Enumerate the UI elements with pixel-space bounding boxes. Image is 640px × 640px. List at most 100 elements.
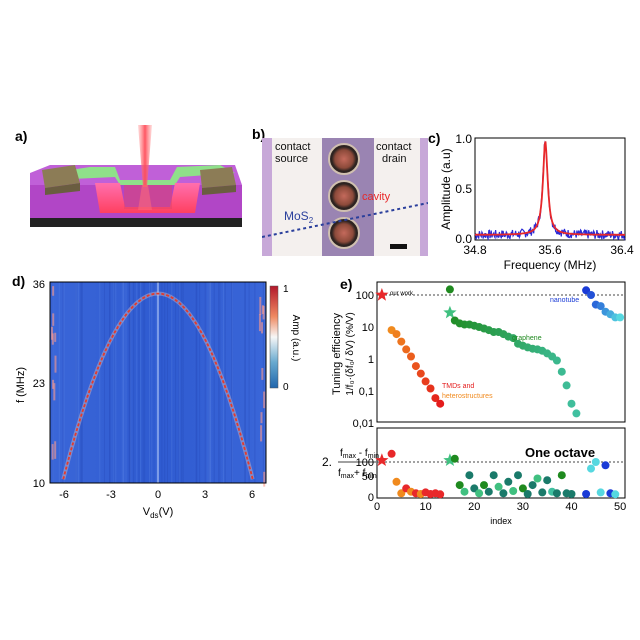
chart-e-xtick-4: 40 — [565, 501, 577, 513]
octave-point — [392, 477, 401, 486]
chart-d-ytick-1: 23 — [33, 378, 45, 390]
edge-artifact — [51, 444, 54, 460]
laser-beam — [138, 125, 152, 187]
edge-artifact — [53, 383, 56, 401]
chart-c-xtick-0: 34.8 — [463, 243, 487, 257]
noise-stripe — [210, 282, 212, 483]
scatter-point — [392, 330, 401, 339]
source-contact — [42, 165, 80, 188]
chart-e-top-ylabel-line2: 1/f₀·(δf₀/ δV) (%/V) — [345, 312, 356, 395]
chart-e-top-ytick-1: 10 — [362, 322, 374, 334]
one-octave-label: One octave — [525, 445, 595, 460]
scatter-point — [397, 337, 406, 346]
contact-source-line2: source — [275, 153, 308, 165]
chart-c-ylabel: Amplitude (a.u) — [440, 148, 453, 229]
noise-stripe — [231, 282, 233, 483]
chart-d-xtick-1: -3 — [106, 489, 116, 501]
noise-stripe — [63, 282, 65, 483]
panel-label-e: e) — [340, 276, 353, 292]
scatter-point — [407, 352, 415, 361]
octave-point — [596, 488, 605, 497]
octave-point — [518, 484, 527, 493]
noise-stripe — [75, 282, 77, 483]
chart-e-bottom-ylabel: 2. fmax - fmin fmax+ fmin — [322, 448, 379, 480]
scatter-point — [402, 345, 411, 354]
noise-stripe — [128, 282, 130, 483]
edge-artifact — [51, 326, 54, 340]
edge-artifact — [260, 425, 263, 442]
noise-stripe — [144, 282, 146, 483]
panel-label-c: c) — [428, 130, 441, 146]
scatter-point — [436, 399, 445, 408]
panel-label-a: a) — [15, 128, 28, 144]
chart-d-ytick-0: 36 — [33, 279, 45, 291]
noise-stripe — [123, 282, 125, 483]
octave-point — [494, 482, 503, 491]
chart-d-xtick-3: 3 — [202, 489, 208, 501]
svg-text:fmax+ fmin: fmax+ fmin — [338, 468, 377, 480]
octave-point — [567, 490, 576, 498]
scatter-point — [596, 302, 605, 311]
noise-stripe — [204, 282, 206, 483]
octave-point — [509, 487, 518, 495]
chart-d-ytick-2: 10 — [33, 478, 45, 490]
colorbar-tick-min: 0 — [283, 382, 289, 393]
noise-stripe — [219, 282, 221, 483]
heatmap-frame — [49, 281, 267, 484]
scatter-point — [567, 399, 576, 408]
scatter-point — [557, 367, 566, 376]
contact-drain-line1: contact — [376, 141, 411, 153]
colorbar-tick-max: 1 — [283, 284, 289, 295]
substrate-bottom — [30, 218, 242, 227]
chart-c-ytick-0: 0.0 — [455, 232, 472, 246]
noise-stripe — [81, 282, 83, 483]
scatter-point — [562, 381, 571, 390]
chart-c-ytick-1: 0.5 — [455, 182, 472, 196]
noise-stripe — [129, 282, 131, 483]
noise-stripe — [138, 282, 140, 483]
noise-stripe — [231, 282, 233, 483]
chart-d-heatmap: 36 23 10 -6 -3 0 3 6 Vds(V) f (MHz) 1 0 … — [15, 279, 301, 520]
annotation-graphene: graphene — [512, 335, 542, 342]
graphene-star — [443, 305, 457, 319]
noise-stripe — [164, 282, 166, 483]
chart-c-spectrum: 34.8 35.6 36.4 0.0 0.5 1.0 Frequency (MH… — [440, 132, 634, 272]
octave-point — [397, 489, 406, 498]
noise-stripe — [58, 282, 60, 483]
octave-star — [375, 453, 389, 466]
scatter-point — [426, 384, 435, 393]
lorentzian-fit-line — [474, 141, 625, 236]
drum-top — [328, 143, 360, 175]
noise-stripe — [178, 282, 180, 483]
chart-c-xtick-1: 35.6 — [538, 243, 562, 257]
chart-c-xtick-2: 36.4 — [610, 243, 634, 257]
chart-e-xtick-3: 30 — [517, 501, 529, 513]
noise-stripe — [209, 282, 211, 483]
octave-point — [557, 471, 566, 480]
noise-stripe — [99, 282, 101, 483]
noise-stripe — [182, 282, 184, 483]
scatter-point — [587, 291, 595, 299]
octave-point — [387, 449, 396, 458]
chart-e-top-ytick-3: 0,1 — [359, 386, 374, 398]
chart-e-top-ylabel-line1: Tuning efficiency — [331, 313, 343, 395]
noise-stripe — [130, 282, 132, 483]
edge-artifact — [54, 355, 57, 373]
chart-c-ytick-2: 1.0 — [455, 132, 472, 146]
chart-e-top-ytick-2: 1 — [368, 354, 374, 366]
noise-stripe — [264, 282, 266, 483]
noise-stripe — [175, 282, 177, 483]
noise-stripe — [207, 282, 209, 483]
mos2-membrane — [50, 165, 235, 185]
scatter-point — [509, 334, 518, 343]
octave-point — [533, 474, 542, 483]
octave-point — [528, 481, 537, 490]
octave-point — [470, 484, 479, 493]
octave-point — [591, 458, 600, 466]
octave-point — [523, 490, 532, 498]
chart-e-xtick-5: 50 — [614, 501, 626, 513]
noise-stripe — [115, 282, 117, 483]
octave-point — [465, 471, 474, 480]
noise-stripe — [178, 282, 180, 483]
noise-stripe — [62, 282, 64, 483]
